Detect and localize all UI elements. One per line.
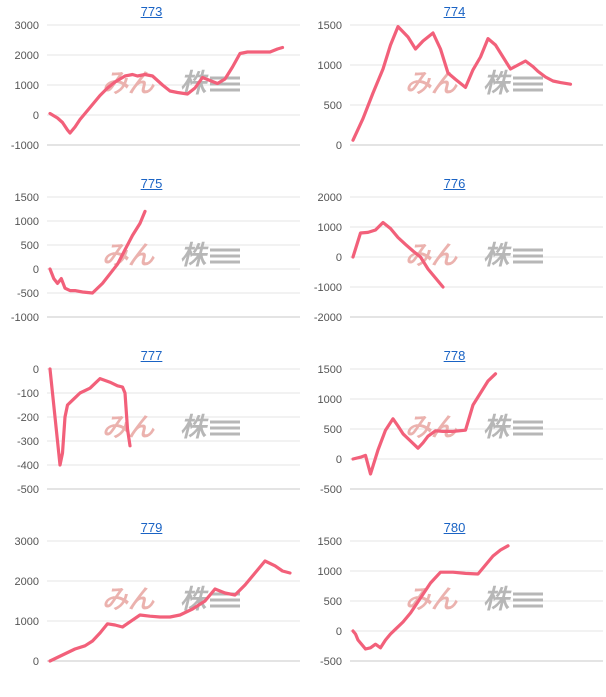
series-line bbox=[48, 367, 132, 467]
line-chart: -500 0 500 1000 1500 みん株 bbox=[318, 364, 603, 496]
series-line bbox=[351, 220, 445, 289]
y-tick-label: 1500 bbox=[15, 192, 39, 204]
chart-title-link[interactable]: 774 bbox=[443, 4, 466, 19]
watermark-kanji: 株 bbox=[483, 69, 512, 99]
series-line bbox=[48, 209, 147, 295]
watermark-logo: みん株 bbox=[405, 585, 543, 615]
y-tick-label: -2000 bbox=[314, 312, 342, 324]
y-tick-label: 0 bbox=[33, 110, 39, 122]
y-tick-label: 0 bbox=[33, 656, 39, 668]
y-tick-label: 1500 bbox=[318, 364, 342, 376]
line-chart: -10000100020003000みん株 bbox=[11, 20, 300, 152]
chart-title-link[interactable]: 776 bbox=[443, 176, 466, 191]
y-tick-label: 1000 bbox=[15, 616, 39, 628]
chart-title-link[interactable]: 779 bbox=[140, 520, 163, 535]
y-tick-label: 0 bbox=[33, 264, 39, 276]
watermark-kanji: 株 bbox=[483, 413, 512, 443]
y-tick-label: -500 bbox=[17, 484, 39, 496]
chart-panel-774: 774 0 500 1000 1500 みん株 bbox=[303, 0, 606, 172]
series-line bbox=[351, 372, 498, 476]
chart-panel-773: 773 -1000 0 1000 2000 3000 みん株 bbox=[0, 0, 303, 172]
series-line bbox=[351, 25, 573, 142]
y-tick-label: 0 bbox=[336, 140, 342, 152]
y-tick-label: -1000 bbox=[314, 282, 342, 294]
y-tick-label: 1000 bbox=[318, 566, 342, 578]
line-chart: -1000-500050010001500みん株 bbox=[11, 192, 300, 324]
line-chart: 0100020003000みん株 bbox=[15, 536, 300, 668]
line-chart: -500-400-300-200-1000みん株 bbox=[17, 364, 300, 496]
y-tick-label: -200 bbox=[17, 412, 39, 424]
chart-panel-778: 778 -500 0 500 1000 1500 みん株 bbox=[303, 344, 606, 516]
chart-panel-775: 775 -1000 -500 0 500 1000 1500 みん株 bbox=[0, 172, 303, 344]
watermark-logo: みん株 bbox=[405, 413, 543, 443]
chart-title-link[interactable]: 780 bbox=[443, 520, 466, 535]
watermark-logo: みん株 bbox=[405, 241, 543, 271]
chart-panel-779: 779 0 1000 2000 3000 みん株 bbox=[0, 516, 303, 688]
y-tick-label: -1000 bbox=[11, 140, 39, 152]
y-tick-label: 1000 bbox=[318, 222, 342, 234]
chart-panel-777: 777 -500 -400 -300 -200 -100 0 みん株 bbox=[0, 344, 303, 516]
y-tick-label: -500 bbox=[320, 484, 342, 496]
y-tick-label: 0 bbox=[336, 252, 342, 264]
y-tick-label: 500 bbox=[324, 596, 342, 608]
y-tick-label: 500 bbox=[324, 424, 342, 436]
y-tick-label: 1000 bbox=[318, 394, 342, 406]
y-tick-label: 1000 bbox=[318, 60, 342, 72]
y-tick-label: 2000 bbox=[318, 192, 342, 204]
watermark-kana: みん bbox=[405, 241, 458, 271]
line-chart: -500 0 500 1000 1500 みん株 bbox=[318, 536, 603, 668]
watermark-kanji: 株 bbox=[180, 241, 209, 271]
watermark-kanji: 株 bbox=[180, 413, 209, 443]
y-tick-label: -500 bbox=[320, 656, 342, 668]
chart-title-link[interactable]: 778 bbox=[443, 348, 466, 363]
y-tick-label: 2000 bbox=[15, 50, 39, 62]
series-line bbox=[351, 544, 510, 651]
y-tick-label: 500 bbox=[21, 240, 39, 252]
watermark-kana: みん bbox=[102, 585, 155, 615]
chart-title-link[interactable]: 775 bbox=[140, 176, 163, 191]
chart-panel-776: 776 -2000 -1000 0 1000 2000 みん株 bbox=[303, 172, 606, 344]
y-tick-label: -1000 bbox=[11, 312, 39, 324]
line-chart: 0 500 1000 1500 みん株 bbox=[318, 20, 603, 152]
y-tick-label: 0 bbox=[33, 364, 39, 376]
watermark-logo: みん株 bbox=[405, 69, 543, 99]
watermark-kanji: 株 bbox=[483, 241, 512, 271]
y-tick-label: -500 bbox=[17, 288, 39, 300]
watermark-kana: みん bbox=[405, 413, 458, 443]
y-tick-label: 0 bbox=[336, 454, 342, 466]
watermark-kanji: 株 bbox=[483, 585, 512, 615]
y-tick-label: 1500 bbox=[318, 20, 342, 32]
line-chart: -2000 -1000 0 1000 2000 みん株 bbox=[314, 192, 603, 324]
series-line bbox=[48, 559, 292, 663]
y-tick-label: -100 bbox=[17, 388, 39, 400]
chart-panel-780: 780 -500 0 500 1000 1500 みん株 bbox=[303, 516, 606, 688]
y-tick-label: 1500 bbox=[318, 536, 342, 548]
chart-title-link[interactable]: 777 bbox=[140, 348, 163, 363]
y-tick-label: -400 bbox=[17, 460, 39, 472]
series-line bbox=[48, 45, 285, 135]
chart-title-link[interactable]: 773 bbox=[140, 4, 163, 19]
y-tick-label: 3000 bbox=[15, 536, 39, 548]
y-tick-label: 1000 bbox=[15, 80, 39, 92]
y-tick-label: 2000 bbox=[15, 576, 39, 588]
y-tick-label: 0 bbox=[336, 626, 342, 638]
y-tick-label: 500 bbox=[324, 100, 342, 112]
y-tick-label: 3000 bbox=[15, 20, 39, 32]
y-tick-label: 1000 bbox=[15, 216, 39, 228]
y-tick-label: -300 bbox=[17, 436, 39, 448]
